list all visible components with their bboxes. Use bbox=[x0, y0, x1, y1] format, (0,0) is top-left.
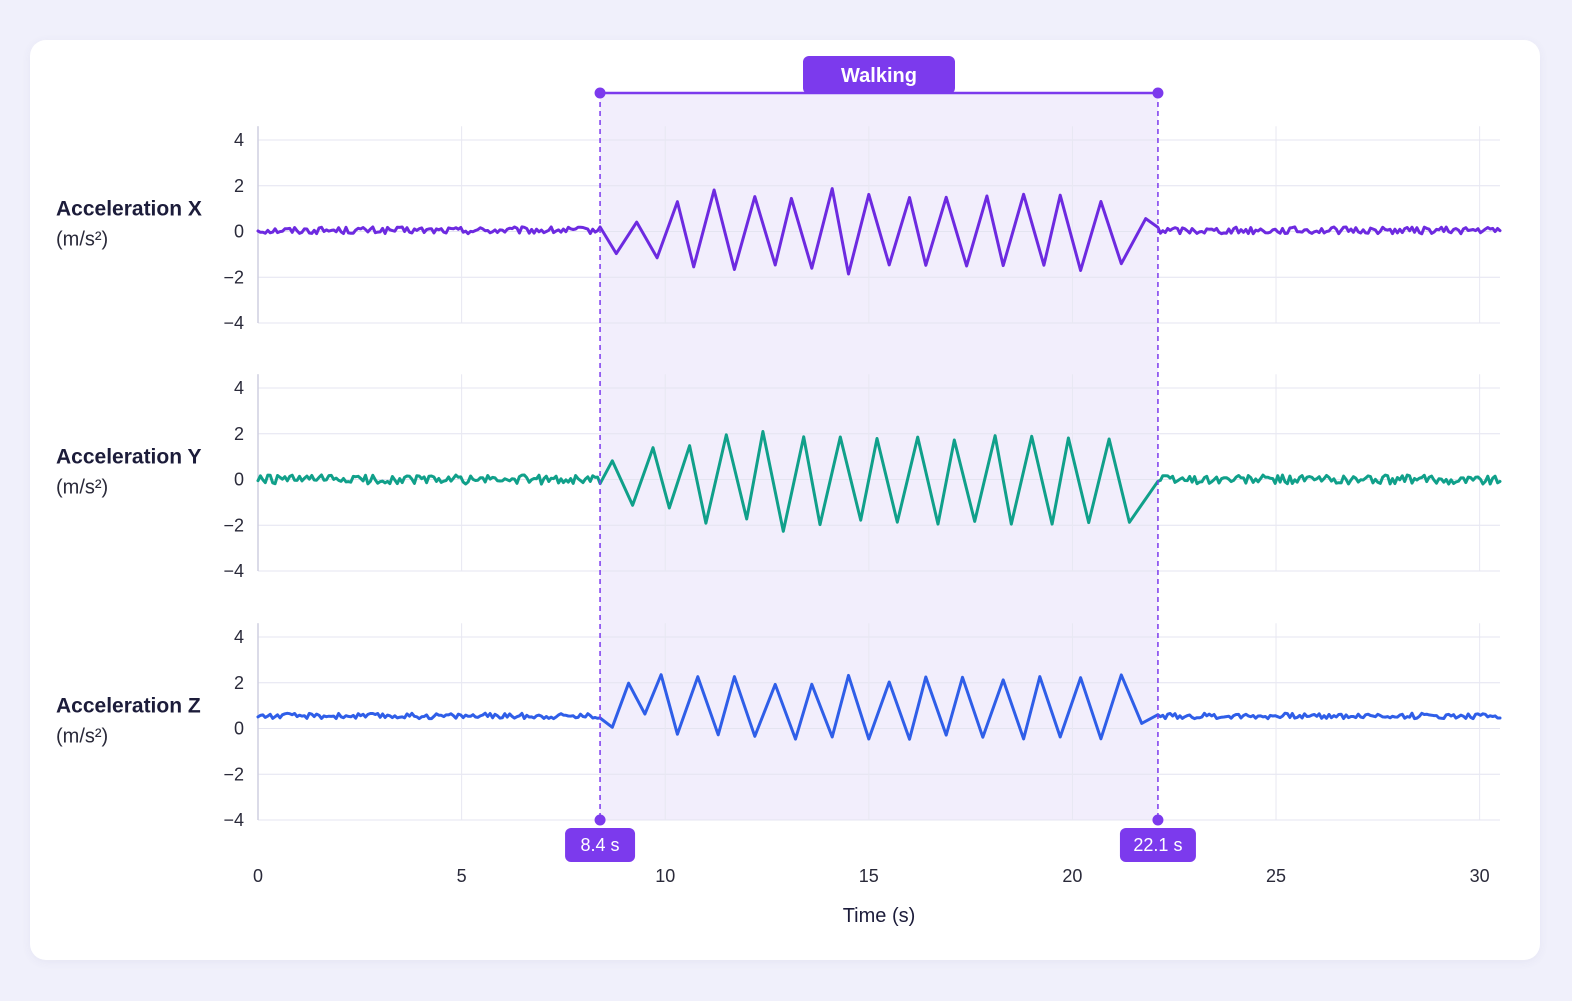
y-tick-label: 0 bbox=[234, 222, 244, 242]
panel-unit: (m/s²) bbox=[56, 726, 108, 748]
walking-label: Walking bbox=[841, 65, 917, 87]
panel-y: 4 2 0 −2 −4 Acceleration Y (m/s²) bbox=[56, 374, 1502, 581]
panel-x: 4 2 0 −2 −4 Acceleration X (m/s²) bbox=[56, 126, 1502, 333]
y-tick-label: 4 bbox=[234, 130, 244, 150]
y-tick-label: 2 bbox=[234, 673, 244, 693]
y-tick-label: 0 bbox=[234, 719, 244, 739]
start-bottom-marker bbox=[594, 814, 606, 826]
panel-unit: (m/s²) bbox=[56, 477, 108, 499]
y-tick-label: 4 bbox=[234, 627, 244, 647]
series-line-z bbox=[256, 673, 1502, 741]
x-tick-label: 25 bbox=[1266, 866, 1286, 886]
y-tick-label: −4 bbox=[223, 810, 244, 830]
x-tick-label: 0 bbox=[253, 866, 263, 886]
panel-label: Acceleration X bbox=[56, 198, 202, 221]
x-axis-label: Time (s) bbox=[843, 905, 916, 927]
y-tick-label: −2 bbox=[223, 515, 244, 535]
end-bottom-marker bbox=[1152, 814, 1164, 826]
x-tick-label: 15 bbox=[859, 866, 879, 886]
series-line-y bbox=[256, 430, 1502, 533]
y-tick-label: −2 bbox=[223, 267, 244, 287]
y-tick-label: −2 bbox=[223, 764, 244, 784]
end-time-pill bbox=[1119, 828, 1196, 862]
chart-card: 4 2 0 −2 −4 Acceleration X (m/s²) 4 2 0 −2 −4 Accele… bbox=[30, 40, 1540, 960]
x-tick-label: 30 bbox=[1470, 866, 1490, 886]
panel-label: Acceleration Y bbox=[56, 446, 202, 469]
walking-label-pill bbox=[803, 56, 955, 94]
y-tick-label: −4 bbox=[223, 561, 244, 581]
y-tick-label: 2 bbox=[234, 424, 244, 444]
y-tick-label: 0 bbox=[234, 470, 244, 490]
y-tick-label: 2 bbox=[234, 176, 244, 196]
panel-label: Acceleration Z bbox=[56, 695, 201, 718]
panel-unit: (m/s²) bbox=[56, 229, 108, 251]
x-tick-label: 20 bbox=[1062, 866, 1082, 886]
y-tick-label: 4 bbox=[234, 378, 244, 398]
series-line-x bbox=[256, 187, 1502, 276]
x-tick-label: 10 bbox=[655, 866, 675, 886]
panel-z: 4 2 0 −2 −4 Acceleration Z (m/s²) bbox=[56, 623, 1502, 830]
end-time-label: 22.1 s bbox=[1133, 835, 1182, 855]
y-tick-label: −4 bbox=[223, 313, 244, 333]
start-time-label: 8.4 s bbox=[581, 835, 620, 855]
x-tick-label: 5 bbox=[457, 866, 467, 886]
start-time-pill bbox=[565, 828, 636, 862]
